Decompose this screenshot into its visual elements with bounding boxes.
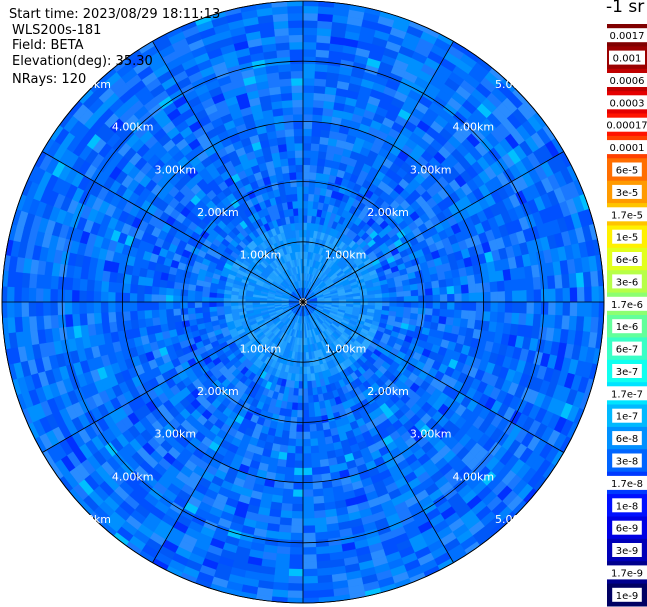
- colorbar-tick-label: 0.00017: [606, 121, 647, 132]
- colorbar-tick-label: 3e-5: [616, 188, 639, 199]
- colorbar-tick-label: 0.0006: [610, 76, 645, 87]
- colorbar-tick-label: 6e-6: [616, 255, 639, 266]
- colorbar-tick-label: 0.0003: [610, 98, 645, 109]
- colorbar-tick-label: 6e-5: [616, 166, 639, 177]
- colorbar-tick-label: 1e-5: [616, 233, 639, 244]
- heatmap-cells: [1, 0, 605, 604]
- colorbar-tick-label: 0.0001: [610, 143, 645, 154]
- colorbar-tick-label: 0.001: [613, 54, 642, 65]
- colorbar-tick-label: 0.0017: [610, 31, 645, 42]
- colorbar-tick-label: 1.7e-5: [611, 210, 643, 221]
